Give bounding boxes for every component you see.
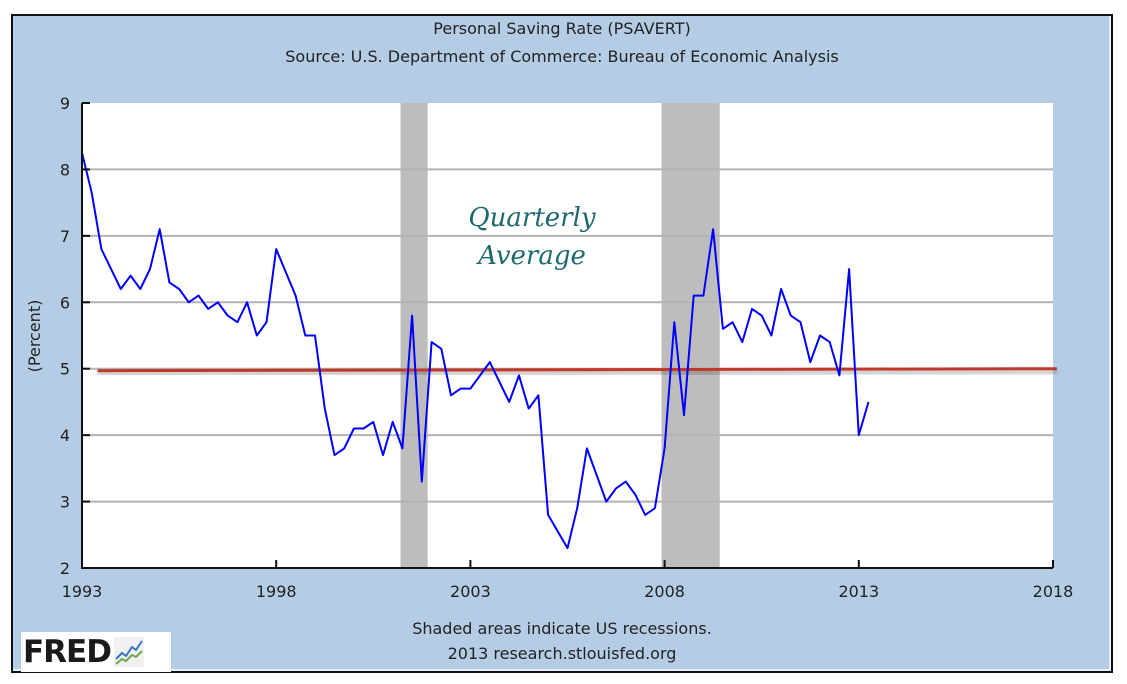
annotation-quarterly: Quarterly <box>468 203 596 233</box>
y-tick-label: 6 <box>60 293 70 312</box>
annotation-average: Average <box>476 241 586 271</box>
annotation: Quarterly Average <box>468 203 596 271</box>
x-tick-label: 2018 <box>1033 582 1074 601</box>
fred-logo-text: FRED <box>23 633 112 670</box>
x-tick-label: 2003 <box>450 582 491 601</box>
y-tick-label: 3 <box>60 493 70 512</box>
y-tick-label: 7 <box>60 227 70 246</box>
gridlines <box>82 168 1053 503</box>
x-tick-label: 2013 <box>838 582 879 601</box>
saving-rate-line <box>81 152 870 550</box>
y-tick-label: 8 <box>60 160 70 179</box>
chart-subtitle: Source: U.S. Department of Commerce: Bur… <box>285 47 839 66</box>
graph-icon-blue-line <box>115 640 143 660</box>
recession-note: Shaded areas indicate US recessions. <box>412 619 712 638</box>
x-tick-label: 1998 <box>256 582 297 601</box>
x-tick-label: 1993 <box>62 582 103 601</box>
y-tick-label: 2 <box>60 559 70 578</box>
series-group <box>81 152 1057 550</box>
x-tick-label: 2008 <box>644 582 685 601</box>
graph-icon-green-line <box>115 650 143 665</box>
axes <box>81 103 1053 569</box>
y-tick-label: 4 <box>60 426 70 445</box>
plot-area <box>82 103 1053 568</box>
y-tick-label: 9 <box>60 94 70 113</box>
line-graph-icon <box>113 637 144 667</box>
y-axis-label: (Percent) <box>25 300 44 373</box>
average-line <box>97 367 1057 373</box>
x-ticks: 1993 1998 2003 2008 2013 2018 <box>62 560 1074 601</box>
fred-logo: FRED <box>21 632 171 672</box>
chart-title: Personal Saving Rate (PSAVERT) <box>433 19 691 38</box>
y-ticks: 2 3 4 5 6 7 8 9 <box>60 94 90 578</box>
y-tick-label: 5 <box>60 360 70 379</box>
source-credit: 2013 research.stlouisfed.org <box>447 644 677 663</box>
